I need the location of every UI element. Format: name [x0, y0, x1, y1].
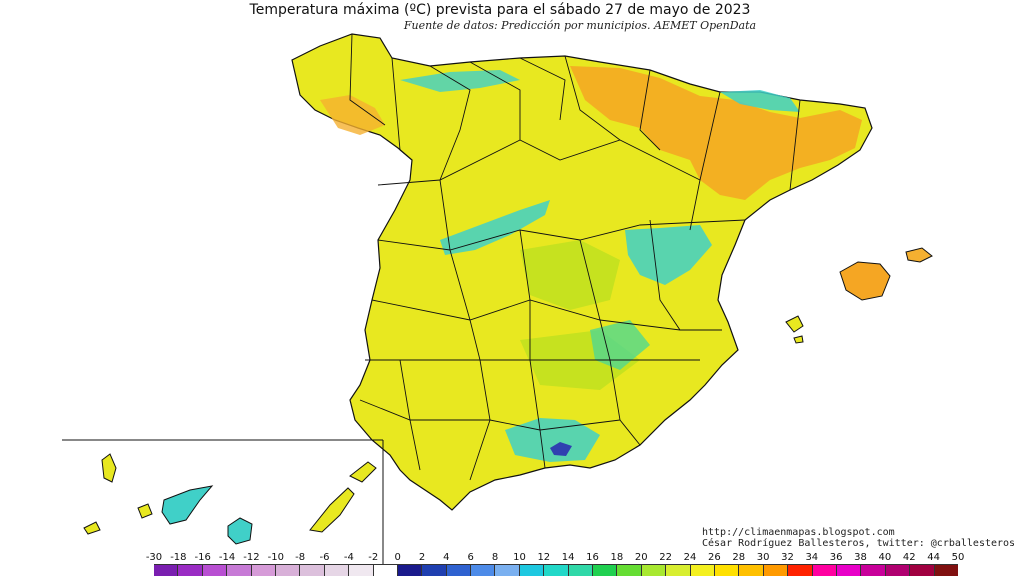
legend-label: 0: [394, 552, 401, 563]
legend-label: 30: [756, 552, 770, 563]
legend-label: 12: [537, 552, 551, 563]
legend-color-bar: [154, 564, 958, 576]
legend-swatch: [471, 565, 496, 576]
legend-swatch: [178, 565, 203, 576]
credit-url: http://climaenmapas.blogspot.com: [702, 527, 895, 538]
legend-swatch: [934, 565, 958, 576]
tenerife: [161, 485, 214, 525]
legend-label: 50: [951, 552, 965, 563]
legend-label: 28: [732, 552, 746, 563]
legend-swatch: [495, 565, 520, 576]
legend-swatch: [641, 565, 667, 576]
legend-label: 26: [707, 552, 721, 563]
legend-label: 42: [902, 552, 916, 563]
legend-label: -12: [243, 552, 260, 563]
la-palma: [101, 453, 117, 483]
legend-swatch: [397, 565, 423, 576]
legend-swatch: [349, 565, 374, 576]
legend-label: -6: [319, 552, 330, 563]
legend-label: 38: [854, 552, 867, 563]
legend-labels: -30 -18 -16 -14 -12 -10 -8 -6 -4 -2 0 2 4 6 8 10 12 14 16 1…: [0, 552, 1024, 564]
legend-label: 32: [781, 552, 794, 563]
canary-inset-frame: [62, 439, 384, 566]
legend-swatch: [739, 565, 764, 576]
legend-swatch: [690, 565, 715, 576]
legend-label: 34: [805, 552, 819, 563]
legend-swatch: [544, 565, 569, 576]
fuerteventura: [309, 487, 355, 533]
legend-swatch: [788, 565, 813, 576]
legend-swatch: [617, 565, 642, 576]
legend-label: 18: [610, 552, 624, 563]
legend-swatch: [861, 565, 886, 576]
legend-label: -16: [194, 552, 211, 563]
legend-swatch: [836, 565, 862, 576]
credit-author: César Rodríguez Ballesteros, twitter: @c…: [702, 538, 1016, 549]
lanzarote: [349, 461, 377, 483]
warm-area-northwest: [320, 95, 385, 135]
legend-swatch: [154, 565, 179, 576]
legend-swatch: [519, 565, 545, 576]
legend-label: 6: [467, 552, 474, 563]
map-title: Temperatura máxima (ºC) prevista para el…: [249, 2, 751, 18]
gran-canaria: [227, 517, 253, 545]
legend-swatch: [324, 565, 350, 576]
legend-label: 24: [683, 552, 697, 563]
province-borders: [349, 33, 801, 481]
ibiza: [785, 315, 804, 333]
mallorca: [839, 261, 891, 301]
mild-zone-center: [520, 240, 620, 310]
menorca: [905, 247, 933, 263]
legend-swatch: [300, 565, 325, 576]
cool-zone-iberian: [625, 225, 712, 285]
legend-label: 40: [878, 552, 892, 563]
cool-zone-cantabrian: [400, 70, 520, 92]
la-gomera: [137, 503, 153, 519]
legend-swatch: [446, 565, 472, 576]
cool-zone-betic: [505, 418, 600, 462]
legend-label: 16: [586, 552, 599, 563]
cool-zone-sierra-nevada: [550, 442, 572, 456]
legend-label: -4: [343, 552, 354, 563]
legend-label: 14: [561, 552, 575, 563]
legend-swatch: [422, 565, 447, 576]
legend-swatch: [763, 565, 789, 576]
legend-label: -30: [145, 552, 163, 563]
legend-label: 2: [418, 552, 426, 563]
legend-label: -14: [218, 552, 236, 563]
legend-label: -8: [295, 552, 306, 563]
legend-label: 22: [659, 552, 672, 563]
legend-swatch: [202, 565, 228, 576]
legend-label: -2: [368, 552, 379, 563]
legend-label: 44: [927, 552, 940, 563]
map-subtitle: Fuente de datos: Predicción por municipi…: [403, 19, 757, 32]
legend-swatch: [227, 565, 252, 576]
legend-swatch: [373, 565, 398, 576]
legend-label: 36: [829, 552, 843, 563]
legend-label: 4: [443, 552, 450, 563]
el-hierro: [83, 521, 101, 535]
cool-zone-central: [440, 200, 550, 255]
legend-label: -18: [170, 552, 187, 563]
warm-area-northeast: [570, 66, 862, 200]
cool-zone-pyrenees: [720, 90, 800, 112]
legend-label: -10: [267, 552, 284, 563]
legend-label: 20: [634, 552, 648, 563]
legend-swatch: [812, 565, 837, 576]
legend-swatch: [593, 565, 618, 576]
legend-label: 8: [491, 552, 499, 563]
legend-swatch: [568, 565, 594, 576]
legend-swatch: [714, 565, 740, 576]
legend-swatch: [910, 565, 935, 576]
legend-swatch: [885, 565, 911, 576]
legend-label: 10: [513, 552, 526, 563]
formentera: [793, 335, 804, 344]
legend-swatch: [275, 565, 301, 576]
legend-swatch: [251, 565, 276, 576]
legend-swatch: [666, 565, 691, 576]
cool-zone-southeast: [590, 320, 650, 370]
